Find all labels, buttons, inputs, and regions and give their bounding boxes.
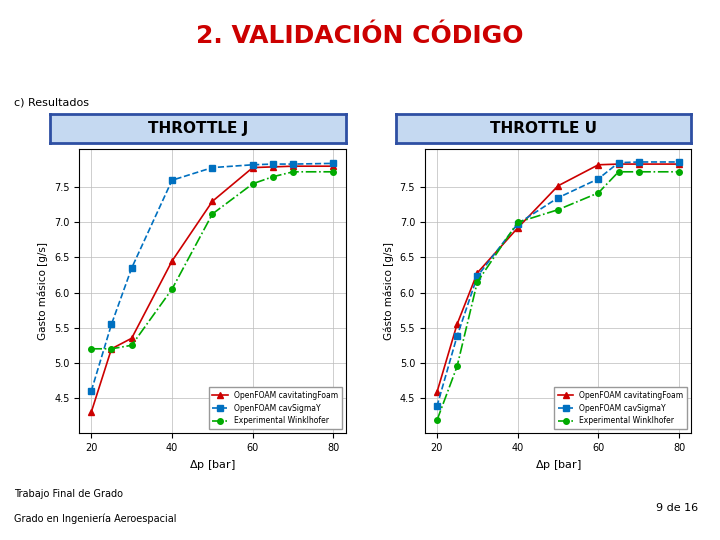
Text: Grado en Ingeniería Aeroespacial: Grado en Ingeniería Aeroespacial [14,514,177,524]
X-axis label: $\Delta$p [bar]: $\Delta$p [bar] [189,458,235,472]
X-axis label: $\Delta$p [bar]: $\Delta$p [bar] [535,458,581,472]
Text: THROTTLE J: THROTTLE J [148,121,248,136]
Y-axis label: Gásto másico [g/s]: Gásto másico [g/s] [384,242,394,340]
Text: 2. VALIDACIÓN CÓDIGO: 2. VALIDACIÓN CÓDIGO [197,24,523,49]
Text: THROTTLE U: THROTTLE U [490,121,597,136]
Legend: OpenFOAM cavitatingFoam, OpenFOAM cavSigmaY, Experimental Winklhofer: OpenFOAM cavitatingFoam, OpenFOAM cavSig… [209,387,342,429]
Text: c) Resultados: c) Resultados [14,98,89,107]
Legend: OpenFOAM cavitatingFoam, OpenFOAM cavSigmaY, Experimental Winklhofer: OpenFOAM cavitatingFoam, OpenFOAM cavSig… [554,387,688,429]
Y-axis label: Gasto másico [g/s]: Gasto másico [g/s] [38,242,48,340]
Text: 9 de 16: 9 de 16 [656,503,698,514]
Text: Trabajo Final de Grado: Trabajo Final de Grado [14,489,123,500]
